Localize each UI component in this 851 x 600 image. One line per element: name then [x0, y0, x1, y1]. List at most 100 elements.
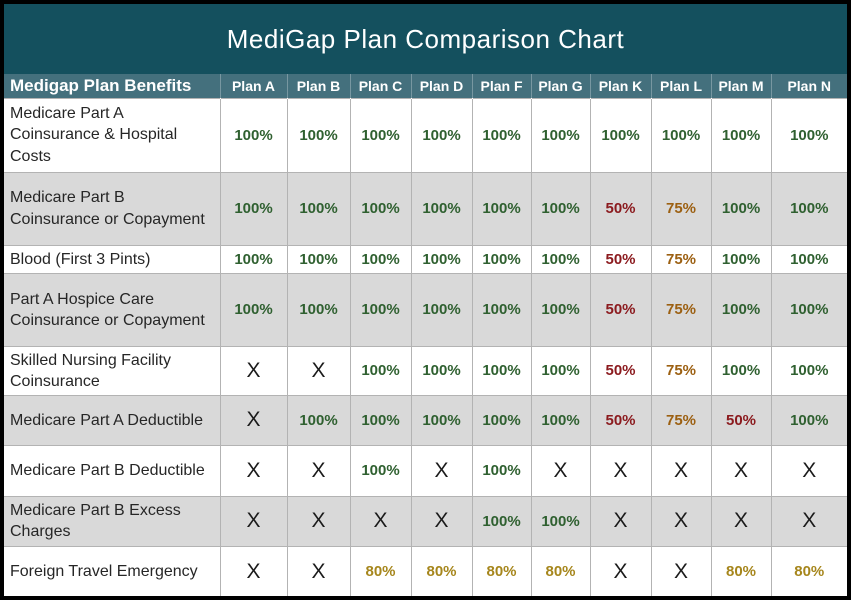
- title-bar: MediGap Plan Comparison Chart: [4, 4, 847, 74]
- coverage-value-cell: 100%: [770, 97, 847, 172]
- not-covered-cell: X: [530, 444, 590, 497]
- coverage-value-cell: 80%: [530, 545, 590, 596]
- not-covered-cell: X: [710, 444, 771, 497]
- table-row: Medicare Part B Coinsurance or Copayment…: [4, 171, 847, 245]
- coverage-value-cell: 100%: [219, 97, 287, 172]
- plan-column-header: Plan D: [410, 74, 472, 98]
- table-row: Medicare Part A Coinsurance & Hospital C…: [4, 97, 847, 172]
- coverage-value-cell: 100%: [710, 345, 771, 396]
- coverage-value-cell: 100%: [770, 394, 847, 446]
- coverage-value-cell: 100%: [349, 394, 411, 446]
- coverage-value-cell: 50%: [589, 244, 651, 274]
- coverage-value-cell: 80%: [770, 545, 847, 596]
- benefit-label: Part A Hospice Care Coinsurance or Copay…: [4, 272, 220, 347]
- not-covered-cell: X: [410, 495, 472, 547]
- coverage-value-cell: 100%: [530, 244, 590, 274]
- benefit-label: Medicare Part B Excess Charges: [4, 495, 220, 547]
- not-covered-cell: X: [650, 545, 711, 596]
- coverage-value-cell: 100%: [286, 244, 350, 274]
- table-row: Skilled Nursing Facility Coinsurance X X 10…: [4, 345, 847, 396]
- not-covered-cell: X: [219, 394, 287, 446]
- coverage-value-cell: 100%: [710, 97, 771, 172]
- benefit-label: Blood (First 3 Pints): [4, 244, 220, 274]
- not-covered-cell: X: [650, 495, 711, 547]
- not-covered-cell: X: [589, 495, 651, 547]
- coverage-value-cell: 80%: [410, 545, 472, 596]
- benefit-label: Medicare Part B Deductible: [4, 444, 220, 497]
- coverage-value-cell: 100%: [710, 171, 771, 245]
- coverage-value-cell: 100%: [349, 444, 411, 497]
- table-row: Medicare Part B Excess Charges X X X X 100% 10…: [4, 495, 847, 547]
- coverage-value-cell: 100%: [349, 244, 411, 274]
- plan-column-header: Plan B: [286, 74, 350, 98]
- coverage-value-cell: 50%: [710, 394, 771, 446]
- benefit-label: Foreign Travel Emergency: [4, 545, 220, 596]
- coverage-value-cell: 100%: [471, 394, 531, 446]
- coverage-value-cell: 100%: [471, 272, 531, 347]
- coverage-value-cell: 100%: [650, 97, 711, 172]
- coverage-value-cell: 100%: [410, 171, 472, 245]
- plan-column-header: Plan L: [650, 74, 711, 98]
- coverage-value-cell: 100%: [410, 394, 472, 446]
- coverage-value-cell: 100%: [349, 345, 411, 396]
- header-row: Medigap Plan Benefits Plan A Plan B Plan C…: [4, 74, 847, 98]
- coverage-value-cell: 100%: [410, 244, 472, 274]
- not-covered-cell: X: [219, 345, 287, 396]
- coverage-value-cell: 50%: [589, 345, 651, 396]
- coverage-value-cell: 100%: [530, 394, 590, 446]
- coverage-value-cell: 80%: [349, 545, 411, 596]
- coverage-value-cell: 100%: [770, 171, 847, 245]
- coverage-value-cell: 100%: [286, 171, 350, 245]
- coverage-value-cell: 100%: [349, 171, 411, 245]
- coverage-value-cell: 75%: [650, 272, 711, 347]
- coverage-value-cell: 100%: [710, 244, 771, 274]
- table-row: Medicare Part A Deductible X 100% 100% 100% 1…: [4, 394, 847, 446]
- coverage-value-cell: 100%: [530, 171, 590, 245]
- benefit-label: Medicare Part A Coinsurance & Hospital C…: [4, 97, 220, 172]
- coverage-value-cell: 100%: [219, 244, 287, 274]
- coverage-value-cell: 100%: [530, 345, 590, 396]
- coverage-value-cell: 75%: [650, 244, 711, 274]
- coverage-value-cell: 100%: [589, 97, 651, 172]
- not-covered-cell: X: [286, 495, 350, 547]
- not-covered-cell: X: [589, 545, 651, 596]
- table-row: Medicare Part B Deductible X X 100% X 100% X X X…: [4, 444, 847, 497]
- coverage-value-cell: 50%: [589, 171, 651, 245]
- benefit-label: Medicare Part B Coinsurance or Copayment: [4, 171, 220, 245]
- coverage-value-cell: 100%: [471, 171, 531, 245]
- coverage-value-cell: 100%: [219, 171, 287, 245]
- plan-column-header: Plan M: [710, 74, 771, 98]
- coverage-value-cell: 100%: [471, 495, 531, 547]
- not-covered-cell: X: [770, 444, 847, 497]
- not-covered-cell: X: [286, 545, 350, 596]
- benefits-table-body: Medicare Part A Coinsurance & Hospital C…: [4, 97, 847, 596]
- coverage-value-cell: 100%: [349, 97, 411, 172]
- coverage-value-cell: 75%: [650, 394, 711, 446]
- not-covered-cell: X: [410, 444, 472, 497]
- not-covered-cell: X: [710, 495, 771, 547]
- not-covered-cell: X: [219, 545, 287, 596]
- coverage-value-cell: 100%: [410, 97, 472, 172]
- table-row: Blood (First 3 Pints) 100% 100% 100% 100% 100…: [4, 244, 847, 274]
- coverage-value-cell: 100%: [471, 97, 531, 172]
- coverage-value-cell: 50%: [589, 394, 651, 446]
- coverage-value-cell: 100%: [471, 444, 531, 497]
- coverage-value-cell: 100%: [530, 272, 590, 347]
- coverage-value-cell: 100%: [219, 272, 287, 347]
- benefits-column-header: Medigap Plan Benefits: [10, 75, 192, 95]
- coverage-value-cell: 100%: [410, 345, 472, 396]
- medigap-comparison-table: Medigap Plan Benefits Plan A Plan B Plan C…: [4, 74, 847, 596]
- plan-column-header: Plan G: [530, 74, 590, 98]
- coverage-value-cell: 100%: [471, 244, 531, 274]
- coverage-value-cell: 100%: [530, 495, 590, 547]
- coverage-value-cell: 80%: [710, 545, 771, 596]
- coverage-value-cell: 100%: [286, 272, 350, 347]
- coverage-value-cell: 100%: [770, 272, 847, 347]
- coverage-value-cell: 100%: [710, 272, 771, 347]
- page-title: MediGap Plan Comparison Chart: [226, 23, 625, 54]
- coverage-value-cell: 100%: [286, 97, 350, 172]
- not-covered-cell: X: [770, 495, 847, 547]
- not-covered-cell: X: [219, 444, 287, 497]
- plan-column-header: Plan N: [770, 74, 847, 98]
